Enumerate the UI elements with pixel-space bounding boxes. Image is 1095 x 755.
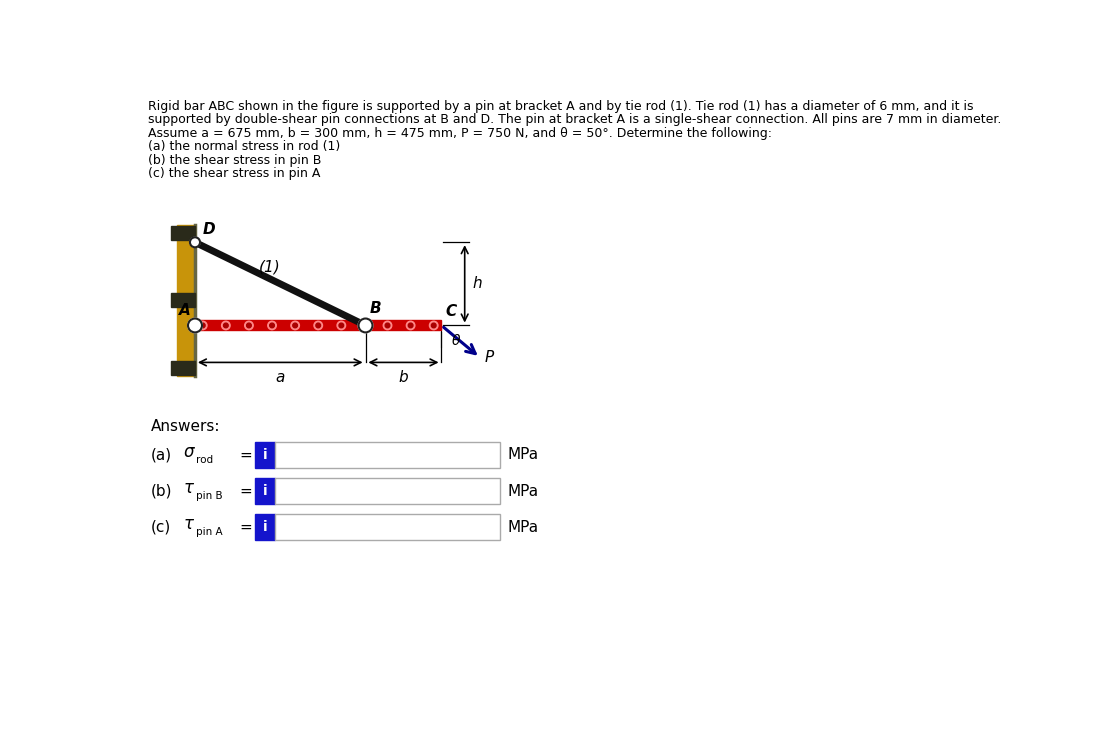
- Circle shape: [339, 323, 344, 328]
- Text: (c): (c): [151, 519, 171, 535]
- Bar: [275, 514, 499, 541]
- Circle shape: [244, 321, 253, 330]
- Text: B: B: [370, 301, 382, 316]
- Bar: [171, 294, 195, 307]
- Text: τ: τ: [183, 516, 194, 534]
- Bar: [275, 442, 499, 468]
- Text: σ: σ: [183, 443, 194, 461]
- Bar: [275, 478, 499, 504]
- Text: τ: τ: [183, 479, 194, 498]
- Text: MPa: MPa: [507, 447, 539, 462]
- Circle shape: [406, 321, 415, 330]
- Circle shape: [358, 319, 372, 332]
- Circle shape: [431, 323, 436, 328]
- Text: Rigid bar ABC shown in the figure is supported by a pin at bracket A and by tie : Rigid bar ABC shown in the figure is sup…: [149, 100, 973, 112]
- Text: =: =: [239, 447, 252, 462]
- Circle shape: [383, 321, 392, 330]
- Text: P: P: [485, 350, 494, 365]
- Circle shape: [291, 321, 299, 330]
- Circle shape: [385, 323, 390, 328]
- Text: =: =: [239, 519, 252, 535]
- Circle shape: [268, 321, 276, 330]
- Text: MPa: MPa: [507, 483, 539, 498]
- Text: rod: rod: [196, 455, 212, 465]
- Text: i: i: [263, 484, 267, 498]
- Circle shape: [269, 323, 275, 328]
- Circle shape: [315, 323, 321, 328]
- Text: supported by double-shear pin connections at B and D. The pin at bracket A is a : supported by double-shear pin connection…: [149, 113, 1002, 126]
- Circle shape: [198, 321, 207, 330]
- Text: i: i: [263, 520, 267, 535]
- Text: Assume a = 675 mm, b = 300 mm, h = 475 mm, P = 750 N, and θ = 50°. Determine the: Assume a = 675 mm, b = 300 mm, h = 475 m…: [149, 127, 772, 140]
- Text: D: D: [203, 222, 216, 237]
- Text: h: h: [472, 276, 482, 291]
- Circle shape: [223, 323, 228, 328]
- Circle shape: [362, 323, 367, 328]
- Text: =: =: [239, 483, 252, 498]
- Text: (b) the shear stress in pin B: (b) the shear stress in pin B: [149, 154, 322, 167]
- Bar: [171, 226, 195, 240]
- Bar: [171, 361, 195, 374]
- Bar: [177, 225, 195, 375]
- Text: (a) the normal stress in rod (1): (a) the normal stress in rod (1): [149, 140, 341, 153]
- Circle shape: [314, 321, 323, 330]
- Circle shape: [246, 323, 251, 328]
- Circle shape: [337, 321, 346, 330]
- Circle shape: [189, 237, 200, 248]
- Circle shape: [188, 319, 201, 332]
- Circle shape: [221, 321, 230, 330]
- Text: (b): (b): [151, 483, 172, 498]
- Text: MPa: MPa: [507, 519, 539, 535]
- Text: pin A: pin A: [196, 527, 222, 538]
- Text: C: C: [446, 304, 457, 319]
- Bar: [195, 320, 441, 331]
- Text: (a): (a): [151, 447, 172, 462]
- Circle shape: [200, 323, 205, 328]
- Text: b: b: [399, 370, 408, 385]
- Circle shape: [292, 323, 298, 328]
- Bar: [255, 478, 275, 504]
- Text: (1): (1): [258, 260, 280, 275]
- Text: Answers:: Answers:: [151, 419, 220, 434]
- Text: A: A: [180, 303, 192, 318]
- Circle shape: [360, 321, 369, 330]
- Text: θ: θ: [451, 334, 460, 348]
- Circle shape: [408, 323, 413, 328]
- Text: (c) the shear stress in pin A: (c) the shear stress in pin A: [149, 167, 321, 180]
- Bar: [255, 442, 275, 468]
- Circle shape: [429, 321, 438, 330]
- Text: i: i: [263, 448, 267, 462]
- Text: pin B: pin B: [196, 491, 222, 501]
- Text: a: a: [276, 370, 285, 385]
- Bar: [255, 514, 275, 541]
